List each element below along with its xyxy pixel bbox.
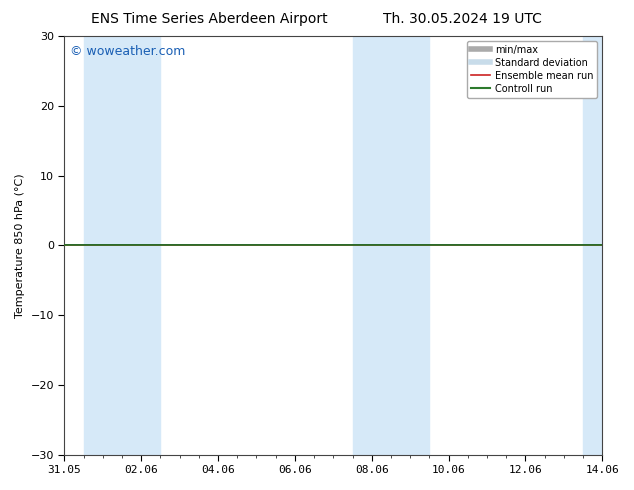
Legend: min/max, Standard deviation, Ensemble mean run, Controll run: min/max, Standard deviation, Ensemble me…: [467, 41, 597, 98]
Y-axis label: Temperature 850 hPa (°C): Temperature 850 hPa (°C): [15, 173, 25, 318]
Bar: [84, 36, 160, 455]
Text: © woweather.com: © woweather.com: [70, 45, 185, 57]
Text: ENS Time Series Aberdeen Airport: ENS Time Series Aberdeen Airport: [91, 12, 328, 26]
Text: Th. 30.05.2024 19 UTC: Th. 30.05.2024 19 UTC: [384, 12, 542, 26]
Bar: [353, 36, 429, 455]
Bar: [583, 36, 602, 455]
